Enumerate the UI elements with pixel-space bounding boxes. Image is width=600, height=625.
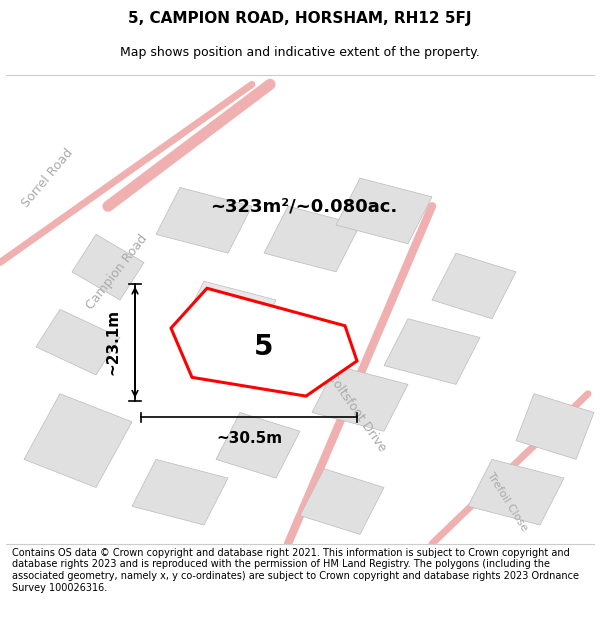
Polygon shape [312,366,408,431]
Polygon shape [24,394,132,488]
Polygon shape [336,178,432,244]
Polygon shape [516,394,594,459]
Polygon shape [72,234,144,300]
Polygon shape [216,412,300,478]
Text: 5: 5 [254,333,274,361]
Polygon shape [36,309,120,375]
Text: Coltsfoot Drive: Coltsfoot Drive [325,371,389,454]
Text: ~323m²/~0.080ac.: ~323m²/~0.080ac. [210,198,397,215]
Text: Campion Road: Campion Road [84,232,150,312]
Text: Map shows position and indicative extent of the property.: Map shows position and indicative extent… [120,46,480,59]
Text: Sorrel Road: Sorrel Road [20,146,76,210]
Polygon shape [180,281,276,347]
Polygon shape [432,253,516,319]
Text: ~30.5m: ~30.5m [216,431,282,446]
Text: ~23.1m: ~23.1m [105,309,120,375]
Polygon shape [300,469,384,534]
Text: Contains OS data © Crown copyright and database right 2021. This information is : Contains OS data © Crown copyright and d… [12,548,579,592]
Polygon shape [264,206,360,272]
Text: 5, CAMPION ROAD, HORSHAM, RH12 5FJ: 5, CAMPION ROAD, HORSHAM, RH12 5FJ [128,11,472,26]
Polygon shape [156,188,252,253]
Polygon shape [384,319,480,384]
Polygon shape [468,459,564,525]
Polygon shape [171,288,357,396]
Text: Trefoil Close: Trefoil Close [485,471,529,532]
Polygon shape [132,459,228,525]
